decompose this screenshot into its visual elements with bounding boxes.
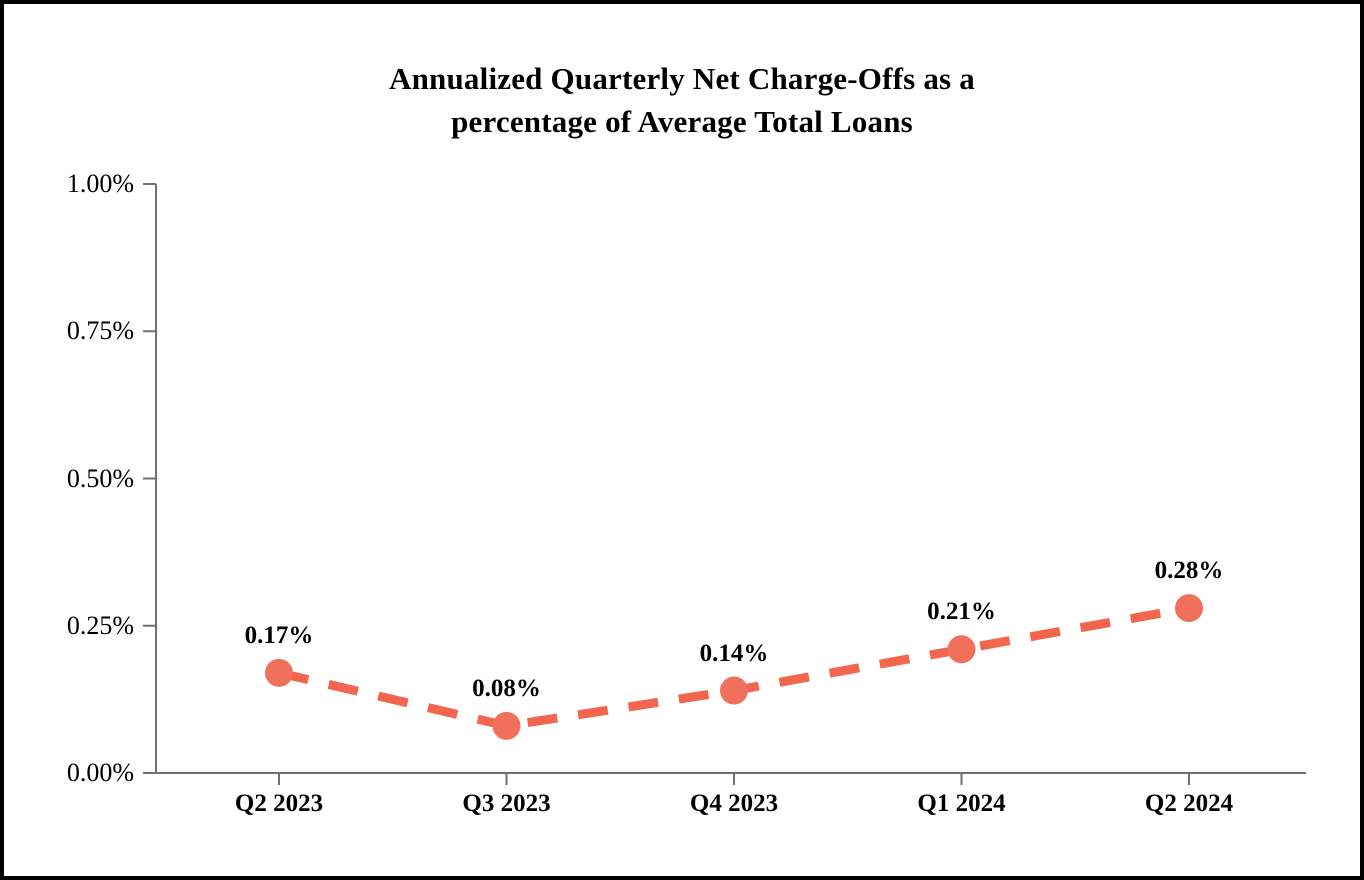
series-line xyxy=(277,603,1190,731)
chart-canvas xyxy=(143,183,1306,785)
data-point-marker xyxy=(265,658,293,687)
chart-title: Annualized Quarterly Net Charge-Offs as … xyxy=(389,61,975,139)
data-point-marker xyxy=(1175,594,1203,623)
data-point-marker xyxy=(947,635,976,664)
data-point-marker xyxy=(492,711,521,740)
data-point-marker xyxy=(720,676,748,705)
